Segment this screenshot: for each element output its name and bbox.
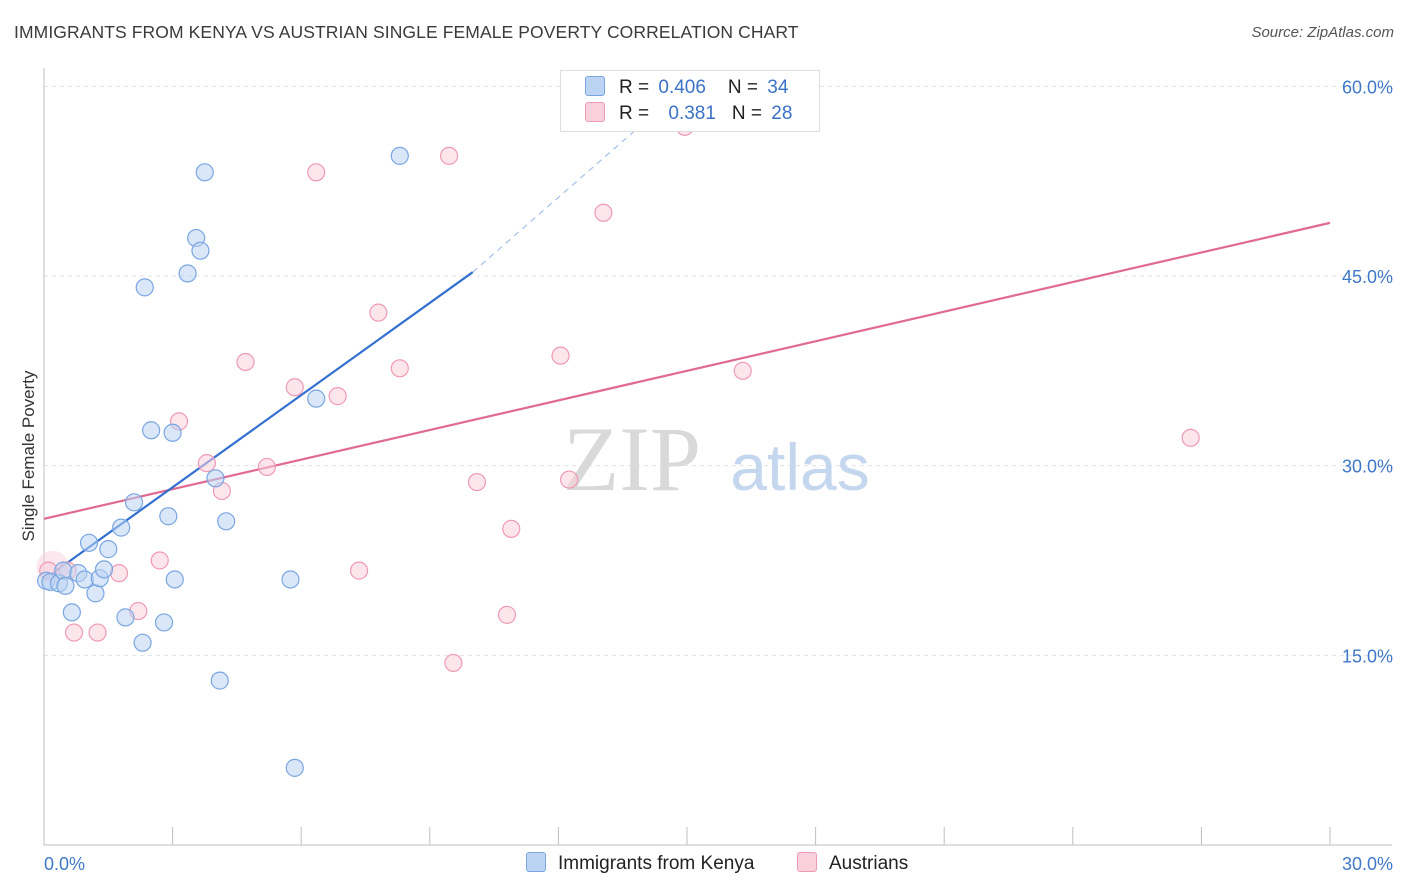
kenya-point xyxy=(112,518,131,537)
kenya-swatch xyxy=(585,76,605,96)
austrians-point xyxy=(328,387,347,406)
y-tick-label: 45.0% xyxy=(1342,267,1393,287)
watermark: ZIP atlas xyxy=(563,408,870,510)
kenya-point xyxy=(86,584,105,603)
austrians-n-value: 28 xyxy=(771,103,793,124)
kenya-point xyxy=(159,507,178,526)
austrians-point xyxy=(197,454,216,473)
austrians-point xyxy=(349,561,369,580)
austrians-point xyxy=(369,303,388,322)
stats-row-austrians: R = 0.381 N = 28 xyxy=(585,102,792,126)
kenya-point xyxy=(178,264,197,283)
kenya-n-value: 34 xyxy=(767,77,789,98)
austrians-point xyxy=(502,519,521,538)
kenya-point xyxy=(135,278,154,297)
axes xyxy=(43,68,1392,846)
austrians-point xyxy=(109,564,129,583)
austrians-point xyxy=(439,146,459,165)
kenya-point xyxy=(307,389,326,408)
austrians-point xyxy=(307,163,326,182)
x-tick-label: 0.0% xyxy=(44,854,85,874)
kenya-trend-line xyxy=(43,271,474,581)
kenya-point xyxy=(142,421,161,440)
austrians-swatch xyxy=(585,102,605,122)
stats-row-kenya: R = 0.406 N = 34 xyxy=(585,76,788,100)
kenya-point xyxy=(154,613,174,632)
kenya-point xyxy=(217,512,236,531)
kenya-r-value: 0.406 xyxy=(658,77,706,98)
stats-legend: R = 0.406 N = 34 R = 0.381 N = 28 xyxy=(560,70,820,132)
austrians-point xyxy=(551,346,570,365)
chart-title: IMMIGRANTS FROM KENYA VS AUSTRIAN SINGLE… xyxy=(14,22,799,42)
austrians-point xyxy=(467,472,487,492)
austrians-point xyxy=(497,605,517,624)
kenya-point xyxy=(54,561,73,580)
y-axis-label: Single Female Poverty xyxy=(19,370,38,542)
kenya-point xyxy=(133,633,152,652)
kenya-point xyxy=(62,603,81,622)
source-label: Source: ZipAtlas.com xyxy=(1251,24,1394,41)
austrians-point xyxy=(560,470,579,489)
kenya-point xyxy=(285,758,304,777)
legend-kenya-swatch xyxy=(526,852,546,872)
watermark-zip: ZIP xyxy=(563,408,701,510)
kenya-point xyxy=(165,570,184,589)
austrians-point xyxy=(150,551,169,570)
austrians-point xyxy=(444,653,463,673)
austrians-point xyxy=(285,378,304,397)
kenya-point xyxy=(163,423,182,442)
austrians-point xyxy=(257,457,277,477)
austrians-point xyxy=(733,361,752,380)
legend-item-austrians: Austrians xyxy=(797,852,908,875)
legend-item-kenya: Immigrants from Kenya xyxy=(526,852,754,875)
legend-austrians-label: Austrians xyxy=(829,853,909,874)
kenya-point xyxy=(116,608,135,627)
austrians-point xyxy=(88,623,107,642)
austrians-r-value: 0.381 xyxy=(668,103,716,124)
kenya-point xyxy=(79,533,99,552)
kenya-point xyxy=(281,570,300,589)
x-tick-label: 30.0% xyxy=(1342,854,1393,874)
austrians-point xyxy=(64,623,84,642)
kenya-point xyxy=(195,163,214,182)
kenya-point xyxy=(94,560,114,579)
tick-labels: 15.0% 30.0% 45.0% 60.0% 0.0% 30.0% xyxy=(44,77,1393,874)
kenya-point xyxy=(206,469,225,488)
kenya-trend-extension xyxy=(472,92,679,273)
austrians-point xyxy=(390,359,409,378)
y-tick-label: 15.0% xyxy=(1342,646,1393,666)
kenya-point xyxy=(56,576,75,595)
kenya-point xyxy=(75,570,94,589)
legend-kenya-label: Immigrants from Kenya xyxy=(558,853,755,874)
kenya-point xyxy=(390,146,409,165)
austrians-point xyxy=(236,352,255,372)
kenya-point xyxy=(191,241,210,260)
kenya-point xyxy=(99,540,118,559)
watermark-atlas: atlas xyxy=(730,430,869,504)
austrians-point xyxy=(1181,428,1200,447)
y-tick-label: 30.0% xyxy=(1342,457,1393,477)
austrians-point xyxy=(594,203,613,222)
y-tick-label: 60.0% xyxy=(1342,77,1393,97)
kenya-point xyxy=(124,493,144,512)
kenya-point xyxy=(210,671,229,690)
legend-austrians-swatch xyxy=(797,852,817,872)
